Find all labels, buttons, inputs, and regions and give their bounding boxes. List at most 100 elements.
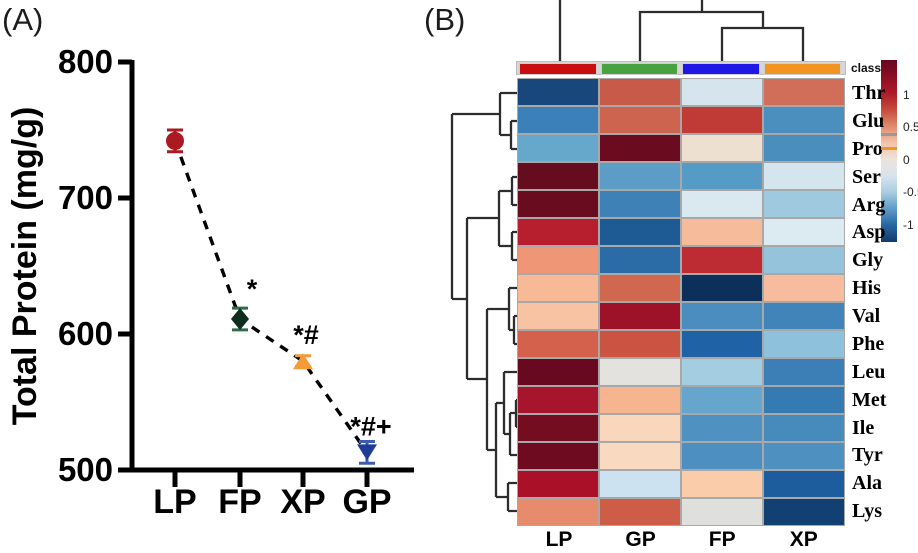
- heatmap-cell-asp-lp: [518, 219, 598, 245]
- heatmap-row-label: Met: [852, 388, 887, 411]
- heatmap-cell-thr-gp: [600, 79, 680, 105]
- y-axis-title: Total Protein (mg/g): [6, 107, 44, 426]
- heatmap-row-label: His: [852, 277, 881, 300]
- heatmap-cell-leu-gp: [600, 359, 680, 385]
- legend-tick-label: 1: [903, 88, 910, 102]
- significance-annotation: *#+: [350, 411, 391, 441]
- heatmap-cell-thr-fp: [682, 79, 762, 105]
- heatmap-cell-lys-lp: [518, 499, 598, 525]
- heatmap-cell-ile-xp: [764, 415, 844, 441]
- heatmap-cell-tyr-gp: [600, 443, 680, 469]
- legend-band: [881, 133, 897, 136]
- heatmap-cell-arg-lp: [518, 191, 598, 217]
- heatmap-cell-ser-fp: [682, 163, 762, 189]
- data-point-triangle-down: [357, 444, 377, 461]
- heatmap-cell-met-lp: [518, 387, 598, 413]
- series-connector-line: [173, 140, 369, 454]
- heatmap-cell-lys-xp: [764, 499, 844, 525]
- x-axis-tick-label: GP: [342, 483, 391, 521]
- column-dendrogram: [558, 0, 805, 62]
- heatmap-cell-ser-xp: [764, 163, 844, 189]
- heatmap-cell-val-fp: [682, 303, 762, 329]
- heatmap-cell-arg-xp: [764, 191, 844, 217]
- heatmap-row-label: Glu: [852, 109, 885, 132]
- heatmap-cell-arg-gp: [600, 191, 680, 217]
- heatmap-grid: [517, 78, 845, 526]
- heatmap-cell-lys-gp: [600, 499, 680, 525]
- heatmap-cell-ala-xp: [764, 471, 844, 497]
- heatmap-cell-thr-xp: [764, 79, 844, 105]
- heatmap-cell-leu-lp: [518, 359, 598, 385]
- heatmap-cell-met-gp: [600, 387, 680, 413]
- total-protein-scatter-plot: 800 700 600 500 LP FP XP GP Total Protein (mg/g)…: [6, 43, 414, 521]
- heatmap-cell-ala-fp: [682, 471, 762, 497]
- heatmap-cell-tyr-lp: [518, 443, 598, 469]
- heatmap-cell-pro-gp: [600, 135, 680, 161]
- heatmap-row-label: Val: [852, 305, 881, 327]
- panel-a-label: (A): [2, 2, 44, 37]
- heatmap-row-label: Phe: [852, 332, 885, 355]
- heatmap-cell-leu-fp: [682, 359, 762, 385]
- heatmap-column-label: FP: [708, 528, 736, 551]
- heatmap-cell-ser-gp: [600, 163, 680, 189]
- significance-annotation: *#: [293, 320, 319, 350]
- heatmap-cell-met-xp: [764, 387, 844, 413]
- legend-band: [881, 147, 897, 150]
- heatmap-cell-ile-fp: [682, 415, 762, 441]
- heatmap-cell-val-gp: [600, 303, 680, 329]
- heatmap-cell-ile-lp: [518, 415, 598, 441]
- heatmap-cell-gly-lp: [518, 247, 598, 273]
- heatmap-row-label: Arg: [852, 193, 886, 216]
- heatmap-cell-ala-gp: [600, 471, 680, 497]
- class-annotation-bar: [516, 61, 846, 75]
- heatmap-row-label: Gly: [852, 249, 884, 272]
- heatmap-cell-phe-lp: [518, 331, 598, 357]
- heatmap-cell-phe-gp: [600, 331, 680, 357]
- y-axis-tick-label: 800: [58, 43, 113, 80]
- heatmap-cell-asp-xp: [764, 219, 844, 245]
- row-dendrogram: [450, 91, 518, 513]
- heatmap-cell-glu-fp: [682, 107, 762, 133]
- legend-tick-label: 0.5: [903, 120, 918, 134]
- class-segment-lp: [519, 63, 597, 75]
- heatmap-cell-gly-xp: [764, 247, 844, 273]
- data-point-circle: [166, 131, 184, 150]
- heatmap-cell-his-gp: [600, 275, 680, 301]
- heatmap-cell-ile-gp: [600, 415, 680, 441]
- heatmap-cell-pro-xp: [764, 135, 844, 161]
- heatmap-cell-ala-lp: [518, 471, 598, 497]
- heatmap-cell-leu-xp: [764, 359, 844, 385]
- panel-b-label: (B): [424, 2, 466, 37]
- heatmap-cell-glu-xp: [764, 107, 844, 133]
- heatmap-row-label: Asp: [852, 221, 886, 244]
- heatmap-cell-lys-fp: [682, 499, 762, 525]
- y-axis-tick-label: 500: [58, 451, 113, 488]
- heatmap-cell-glu-lp: [518, 107, 598, 133]
- significance-annotation: *: [247, 274, 258, 304]
- color-scale-legend: [881, 60, 897, 242]
- legend-tick-label: 0: [903, 153, 910, 167]
- x-axis-tick-label: XP: [280, 483, 325, 521]
- heatmap-row-label: Leu: [852, 360, 886, 383]
- heatmap-cell-ser-lp: [518, 163, 598, 189]
- heatmap-cell-glu-gp: [600, 107, 680, 133]
- heatmap-row-label: Pro: [852, 137, 883, 160]
- heatmap-cell-gly-fp: [682, 247, 762, 273]
- heatmap-row-label: Ile: [852, 416, 875, 439]
- heatmap-cell-phe-fp: [682, 331, 762, 357]
- legend-tick-label: -0.5: [903, 185, 918, 199]
- x-axis-tick-label: FP: [218, 483, 261, 521]
- heatmap-row-label: Ser: [852, 165, 881, 188]
- heatmap-cell-his-lp: [518, 275, 598, 301]
- class-annotation-label: class: [851, 61, 882, 75]
- heatmap-row-label: Lys: [852, 500, 883, 523]
- legend-tick-label: -1: [903, 218, 914, 232]
- heatmap-cell-asp-fp: [682, 219, 762, 245]
- heatmap-cell-val-xp: [764, 303, 844, 329]
- heatmap-cell-val-lp: [518, 303, 598, 329]
- heatmap-cell-met-fp: [682, 387, 762, 413]
- heatmap-cell-his-fp: [682, 275, 762, 301]
- x-axis-tick-label: LP: [153, 483, 196, 521]
- data-point-triangle-up: [293, 353, 313, 370]
